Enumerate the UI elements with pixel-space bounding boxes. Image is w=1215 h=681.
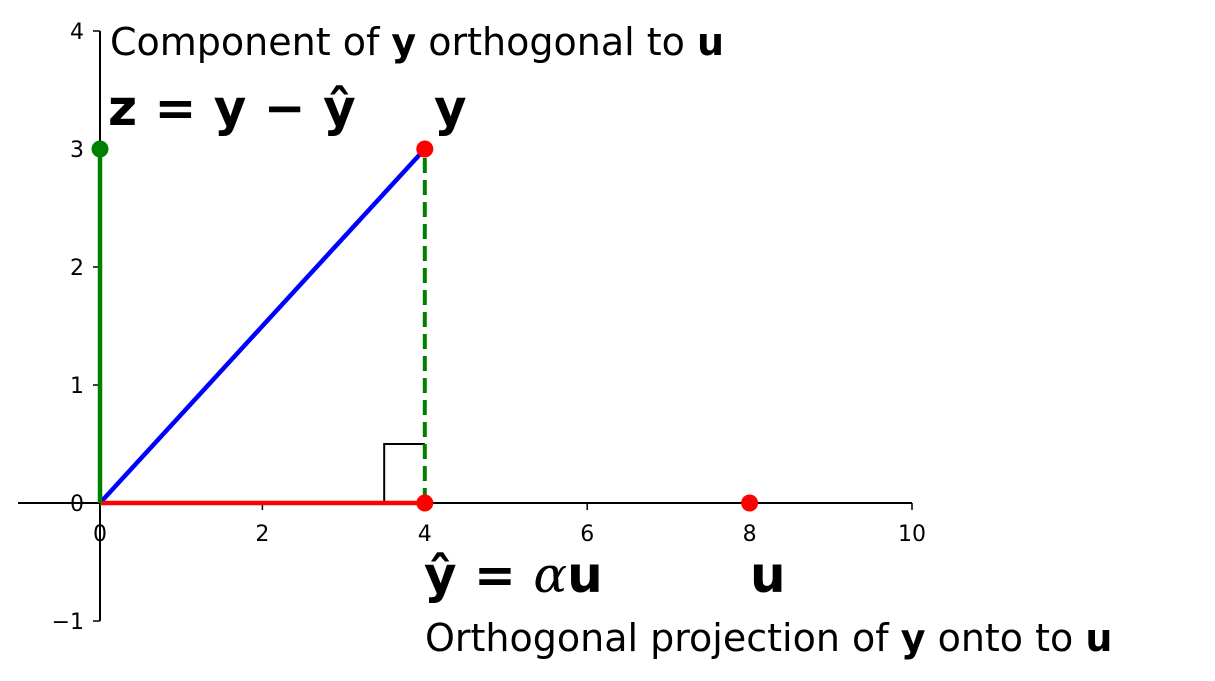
x-tick-label: 4	[418, 522, 432, 547]
top-caption: Component of y orthogonal to u	[110, 20, 724, 64]
bottom-caption: Orthogonal projection of y onto to u	[425, 616, 1112, 660]
x-tick-label: 0	[93, 522, 107, 547]
yhat-vector-label: ŷ = αu	[424, 546, 603, 604]
y-vector-label: y	[434, 79, 467, 137]
y-tick-label: 4	[70, 20, 84, 45]
point-markers	[91, 140, 759, 512]
y-tick-label: −1	[52, 610, 84, 635]
y-tick-label: 0	[70, 492, 84, 517]
x-tick-label: 8	[743, 522, 757, 547]
x-tick-label: 10	[898, 522, 926, 547]
point-y	[416, 140, 434, 158]
point-u	[741, 494, 759, 512]
axes: 0 2 4 6 8 10 −1 0 1 2 3 4	[18, 20, 926, 635]
z-vector-label: z = y − ŷ	[108, 79, 356, 137]
right-angle-marker	[383, 443, 425, 503]
point-yhat	[416, 494, 434, 512]
x-tick-label: 6	[580, 522, 594, 547]
y-tick-label: 1	[70, 374, 84, 399]
u-vector-label: u	[750, 546, 786, 604]
vector-y	[98, 147, 427, 505]
y-tick-label: 2	[70, 256, 84, 281]
point-z	[91, 140, 109, 158]
y-tick-label: 3	[70, 138, 84, 163]
vector-marks	[97, 147, 427, 506]
x-tick-label: 2	[255, 522, 269, 547]
